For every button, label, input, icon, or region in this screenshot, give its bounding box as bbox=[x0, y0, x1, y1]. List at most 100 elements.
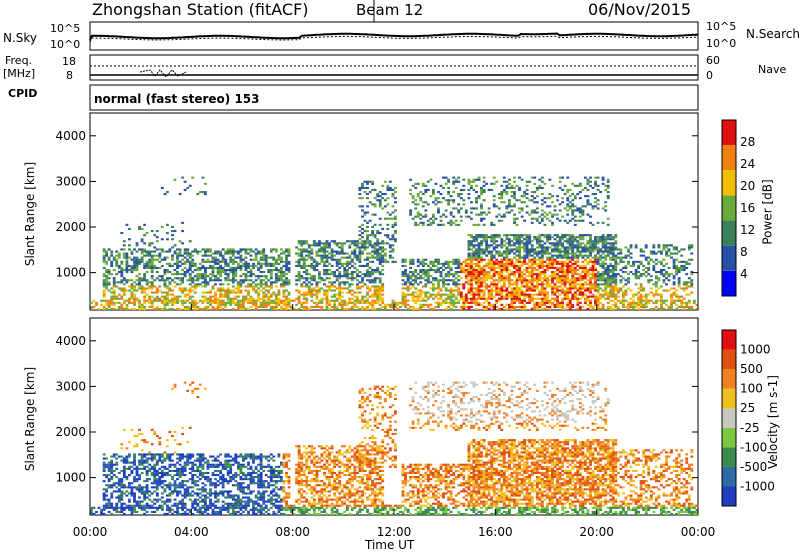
echo-cell bbox=[350, 260, 354, 263]
echo-cell bbox=[368, 260, 372, 263]
echo-cell bbox=[358, 299, 362, 302]
echo-cell bbox=[561, 254, 565, 257]
echo-cell bbox=[470, 285, 473, 288]
echo-cell bbox=[211, 275, 215, 278]
echo-cell bbox=[606, 277, 610, 280]
echo-cell bbox=[148, 254, 152, 257]
echo-cell bbox=[548, 262, 552, 265]
echo-cell bbox=[102, 305, 106, 308]
echo-cell bbox=[421, 182, 425, 185]
echo-cell bbox=[573, 297, 577, 300]
echo-cell bbox=[551, 279, 554, 282]
echo-cell bbox=[634, 303, 638, 306]
echo-cell bbox=[578, 283, 582, 286]
echo-cell bbox=[226, 279, 230, 282]
echo-cell bbox=[548, 258, 552, 261]
echo-cell bbox=[269, 305, 273, 308]
echo-cell bbox=[239, 254, 243, 257]
echo-cell bbox=[287, 271, 291, 274]
echo-cell bbox=[649, 279, 653, 282]
echo-cell bbox=[444, 215, 448, 218]
echo-cell bbox=[361, 264, 364, 267]
echo-cell bbox=[100, 303, 103, 306]
echo-cell bbox=[482, 217, 486, 220]
echo-cell bbox=[558, 260, 562, 263]
echo-cell bbox=[145, 266, 149, 269]
echo-cell bbox=[110, 307, 114, 310]
echo-cell bbox=[145, 232, 149, 235]
echo-cell bbox=[609, 277, 613, 280]
echo-cell bbox=[105, 476, 109, 479]
echo-cell bbox=[112, 283, 116, 286]
echo-cell bbox=[214, 256, 217, 259]
echo-cell bbox=[259, 285, 263, 288]
echo-cell bbox=[350, 250, 354, 253]
echo-cell bbox=[350, 252, 354, 255]
echo-cell bbox=[171, 299, 174, 302]
echo-cell bbox=[130, 293, 134, 296]
echo-cell bbox=[188, 264, 192, 267]
echo-cell bbox=[110, 262, 114, 265]
echo-cell bbox=[353, 295, 357, 298]
echo-cell bbox=[546, 240, 549, 243]
echo-cell bbox=[535, 283, 539, 286]
echo-cell bbox=[191, 289, 195, 292]
echo-cell bbox=[634, 244, 638, 247]
echo-cell bbox=[247, 293, 250, 296]
echo-cell bbox=[204, 279, 207, 282]
echo-cell bbox=[148, 295, 152, 298]
echo-cell bbox=[376, 287, 380, 290]
echo-cell bbox=[252, 303, 255, 306]
echo-cell bbox=[198, 269, 202, 272]
echo-cell bbox=[662, 301, 666, 304]
echo-cell bbox=[214, 279, 217, 282]
echo-cell bbox=[553, 275, 557, 278]
echo-cell bbox=[361, 197, 364, 200]
echo-cell bbox=[302, 250, 306, 253]
echo-cell bbox=[254, 299, 258, 302]
echo-cell bbox=[409, 258, 413, 261]
echo-cell bbox=[150, 258, 154, 261]
echo-cell bbox=[244, 299, 248, 302]
echo-cell bbox=[171, 303, 174, 306]
echo-cell bbox=[548, 219, 552, 222]
echo-cell bbox=[480, 188, 483, 191]
echo-cell bbox=[462, 203, 466, 206]
echo-cell bbox=[254, 256, 258, 259]
echo-cell bbox=[378, 248, 382, 251]
echo-cell bbox=[449, 279, 453, 282]
echo-cell bbox=[219, 264, 223, 267]
echo-cell bbox=[594, 279, 597, 282]
echo-cell bbox=[388, 244, 392, 247]
echo-cell bbox=[426, 203, 430, 206]
echo-cell bbox=[447, 273, 451, 276]
echo-cell bbox=[540, 213, 544, 216]
echo-cell bbox=[578, 287, 582, 290]
echo-cell bbox=[558, 277, 562, 280]
echo-cell bbox=[424, 209, 428, 212]
echo-cell bbox=[211, 287, 215, 290]
echo-cell bbox=[589, 180, 592, 183]
echo-cell bbox=[399, 301, 402, 304]
echo-cell bbox=[594, 240, 597, 243]
echo-cell bbox=[563, 236, 567, 239]
echo-cell bbox=[500, 193, 504, 196]
echo-cell bbox=[219, 295, 223, 298]
echo-cell bbox=[226, 293, 230, 296]
echo-cell bbox=[328, 285, 331, 288]
echo-cell bbox=[449, 287, 453, 290]
echo-cell bbox=[642, 254, 646, 257]
echo-cell bbox=[315, 252, 319, 255]
echo-cell bbox=[530, 275, 534, 278]
echo-cell bbox=[634, 246, 638, 249]
echo-cell bbox=[209, 250, 212, 253]
echo-cell bbox=[376, 307, 380, 310]
echo-cell bbox=[467, 256, 471, 259]
echo-cell bbox=[120, 273, 124, 276]
echo-cell bbox=[629, 244, 633, 247]
echo-cell bbox=[204, 297, 207, 300]
echo-cell bbox=[231, 297, 235, 300]
echo-cell bbox=[244, 269, 248, 272]
echo-cell bbox=[538, 303, 542, 306]
echo-cell bbox=[551, 281, 554, 284]
